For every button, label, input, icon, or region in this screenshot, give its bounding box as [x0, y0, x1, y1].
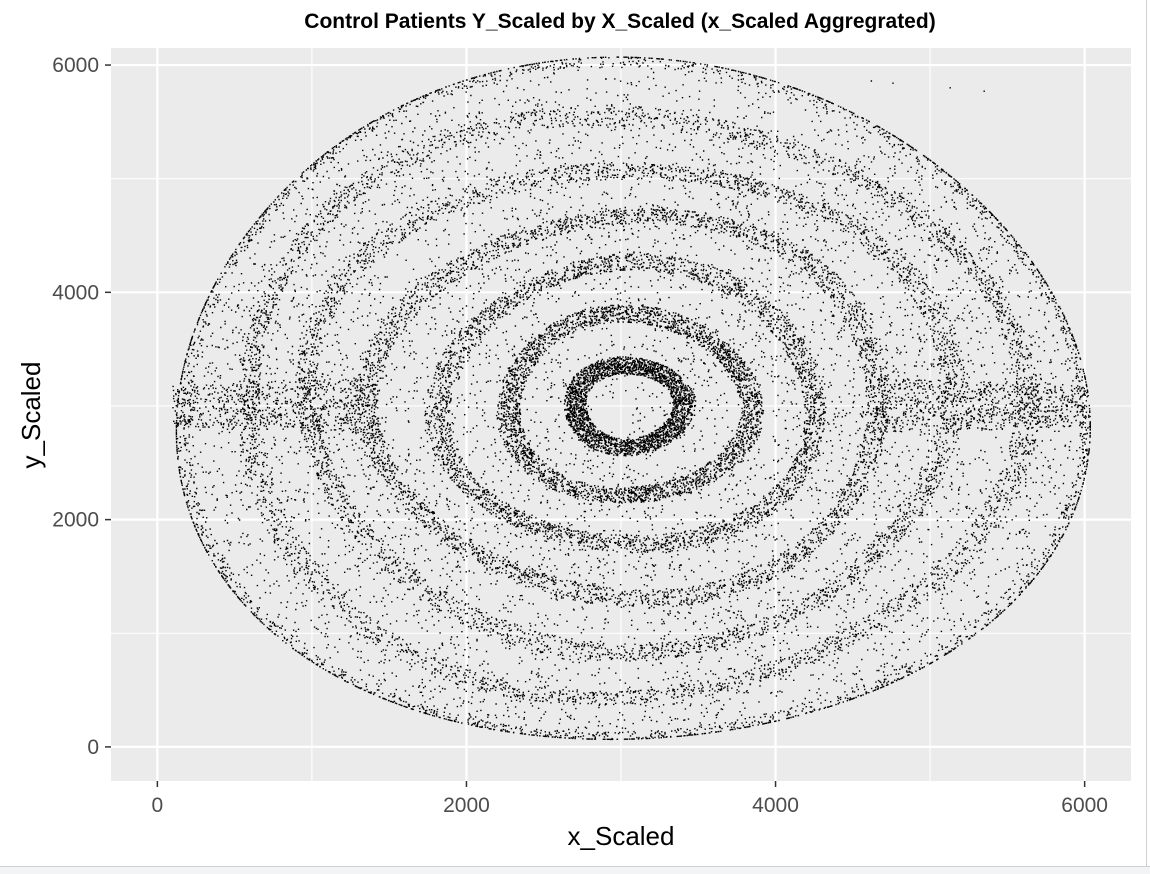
major-gridlines: [111, 48, 1131, 781]
x-tick-label: 6000: [1061, 794, 1108, 817]
frame-border-right: [1146, 0, 1147, 866]
y-axis-label: y_Scaled: [16, 362, 46, 469]
y-tick-label: 2000: [52, 509, 99, 532]
x-axis-ticks: 0 2000 4000 6000: [152, 781, 1108, 817]
y-axis-ticks: 0 2000 4000 6000: [52, 54, 111, 759]
x-tick-label: 2000: [443, 794, 490, 817]
y-tick-label: 6000: [52, 54, 99, 77]
x-tick-label: 0: [152, 794, 164, 817]
y-tick-label: 0: [87, 736, 99, 759]
frame-border-bottom: [0, 866, 1150, 867]
x-axis-label: x_Scaled: [568, 821, 675, 851]
y-tick-label: 4000: [52, 281, 99, 304]
frame-footer-strip: [0, 867, 1150, 874]
minor-gridlines: [111, 48, 1131, 781]
chart-title: Control Patients Y_Scaled by X_Scaled (x…: [304, 10, 935, 33]
x-tick-label: 4000: [752, 794, 799, 817]
